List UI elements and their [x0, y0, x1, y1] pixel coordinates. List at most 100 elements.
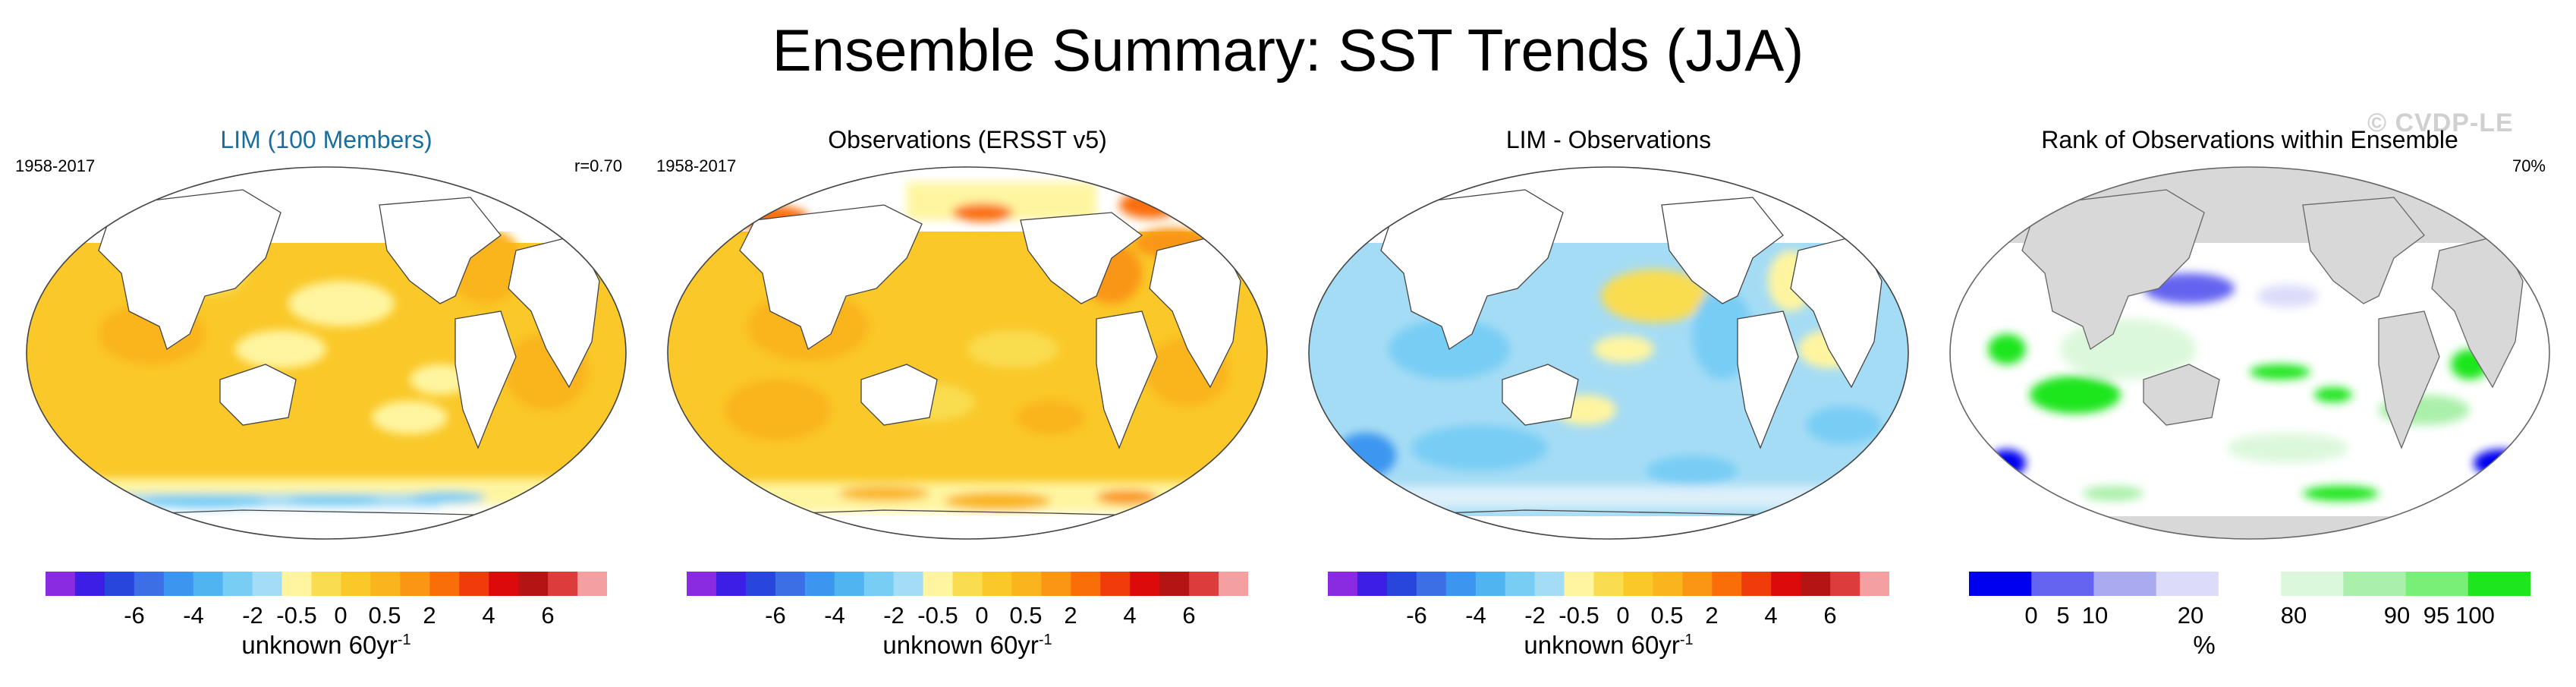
colorbar-tick: 95 — [2423, 602, 2450, 629]
colorbar-tick: -2 — [883, 602, 904, 629]
colorbar-swatch — [104, 572, 135, 596]
panel-title: Observations (ERSST v5) — [828, 126, 1107, 153]
colorbar-swatch — [2031, 572, 2094, 596]
colorbar-swatches — [1328, 572, 1889, 596]
colorbar-swatch — [222, 572, 253, 596]
colorbar-tick: -2 — [1524, 602, 1546, 629]
colorbar-swatch — [863, 572, 895, 596]
colorbar-tick: 0.5 — [1009, 602, 1043, 629]
trend-map — [667, 166, 1268, 540]
colorbar-swatch — [1801, 572, 1831, 596]
colorbar-swatch — [370, 572, 401, 596]
colorbar-tick: 4 — [482, 602, 495, 629]
colorbar-swatch — [1189, 572, 1219, 596]
colorbar-swatch — [1564, 572, 1595, 596]
watermark: © CVDP-LE — [2367, 109, 2514, 137]
colorbar-tick: 2 — [1705, 602, 1719, 629]
colorbar-units: unknown 60yr-1 — [241, 631, 411, 659]
trend-colorbar: -6 -4 -2 -0.5 0 0.5 2 4 6 unknown 60yr-1 — [1328, 572, 1889, 670]
colorbar-tick: 0 — [975, 602, 989, 629]
difference-map — [1308, 166, 1909, 540]
colorbar-tick: 0.5 — [368, 602, 401, 629]
colorbar-swatch — [1011, 572, 1042, 596]
colorbar-swatch — [1969, 572, 2032, 596]
colorbar-swatch — [1830, 572, 1860, 596]
colorbar-tick: 5 — [2056, 602, 2070, 629]
colorbar-tick: -6 — [124, 602, 145, 629]
colorbar-swatch — [429, 572, 460, 596]
colorbar-swatch — [1475, 572, 1506, 596]
colorbar-swatch — [341, 572, 371, 596]
colorbar-units: % — [2193, 631, 2216, 659]
panel-title: LIM - Observations — [1505, 126, 1712, 153]
colorbar-swatch — [923, 572, 954, 596]
colorbar-swatch — [1130, 572, 1160, 596]
colorbar-swatch — [1860, 572, 1889, 596]
colorbar-swatch — [1041, 572, 1071, 596]
colorbar-tick: 0 — [1616, 602, 1630, 629]
colorbar-swatch — [1357, 572, 1388, 596]
rank-colorbar: 0 5 10 20 80 90 95 100 % — [1969, 572, 2530, 670]
colorbar-tick: -6 — [1406, 602, 1427, 629]
colorbar-swatch — [252, 572, 283, 596]
panel-title: Rank of Observations within Ensemble — [2041, 126, 2458, 153]
colorbar-swatch — [1416, 572, 1447, 596]
colorbar-swatches — [687, 572, 1248, 596]
colorbar-tick: 4 — [1123, 602, 1137, 629]
colorbar-tick: 0 — [2024, 602, 2038, 629]
colorbar-swatch — [775, 572, 806, 596]
colorbar-swatch — [834, 572, 865, 596]
panel-rank: Rank of Observations within Ensemble 70% — [1939, 121, 2561, 683]
period-label: 1958-2017 — [15, 156, 96, 175]
colorbar-swatch — [548, 572, 578, 596]
colorbar-swatch — [1534, 572, 1565, 596]
colorbar-tick: 90 — [2383, 602, 2411, 629]
panel-difference: LIM - Observations — [1297, 121, 1920, 683]
colorbar-swatch — [46, 572, 76, 596]
colorbar-tick: 0.5 — [1650, 602, 1684, 629]
panel-title: LIM (100 Members) — [220, 126, 432, 153]
colorbar-swatch — [1653, 572, 1683, 596]
colorbar-tick: 6 — [541, 602, 555, 629]
colorbar-swatch — [1682, 572, 1713, 596]
colorbar-tick: 20 — [2177, 602, 2204, 629]
colorbar-tick: -4 — [824, 602, 845, 629]
colorbar-swatch — [1505, 572, 1536, 596]
colorbar-swatch — [2156, 572, 2219, 596]
colorbar-tick: 10 — [2081, 602, 2109, 629]
colorbar-swatch — [1386, 572, 1417, 596]
panel-observations: Observations (ERSST v5) 1958-2017 — [656, 121, 1279, 683]
colorbar-swatches — [1969, 572, 2530, 596]
colorbar-tick: -4 — [1465, 602, 1486, 629]
colorbar-swatches — [46, 572, 607, 596]
colorbar-tick: 100 — [2455, 602, 2495, 629]
colorbar-tick: -4 — [183, 602, 204, 629]
rank-map — [1949, 166, 2550, 540]
colorbar-swatch — [1328, 572, 1358, 596]
colorbar-swatch — [893, 572, 924, 596]
colorbar-swatch — [716, 572, 747, 596]
colorbar-swatch — [1623, 572, 1653, 596]
colorbar-tick: -0.5 — [276, 602, 317, 629]
colorbar-swatch — [952, 572, 983, 596]
colorbar-swatch — [311, 572, 341, 596]
colorbar-swatch — [2405, 572, 2469, 596]
colorbar-swatch — [2218, 572, 2282, 596]
colorbar-swatch — [400, 572, 430, 596]
colorbar-swatch — [459, 572, 489, 596]
colorbar-tick: -2 — [242, 602, 263, 629]
colorbar-swatch — [282, 572, 313, 596]
colorbar-swatch — [518, 572, 549, 596]
colorbar-swatch — [2281, 572, 2344, 596]
colorbar-swatch — [1593, 572, 1624, 596]
panel-lim: LIM (100 Members) 1958-2017 r=0.70 — [15, 121, 637, 683]
colorbar-tick: 80 — [2280, 602, 2307, 629]
colorbar-tick: -6 — [765, 602, 786, 629]
colorbar-tick: 0 — [334, 602, 348, 629]
colorbar-swatch — [1159, 572, 1190, 596]
colorbar-swatch — [2093, 572, 2157, 596]
colorbar-tick: 2 — [1064, 602, 1077, 629]
trend-colorbar: -6 -4 -2 -0.5 0 0.5 2 4 6 unknown 60yr-1 — [46, 572, 607, 670]
colorbar-tick: 2 — [423, 602, 436, 629]
colorbar-swatch — [489, 572, 519, 596]
